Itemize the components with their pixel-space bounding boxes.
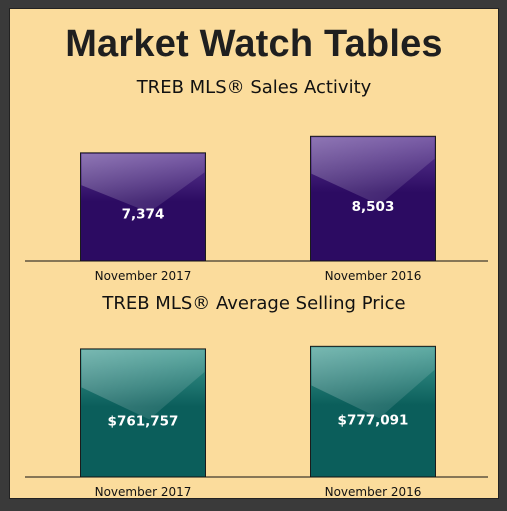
bar-highlight-1 (311, 137, 435, 205)
bar-highlight-1 (311, 347, 435, 419)
bar-value-label-1: $777,091 (338, 413, 409, 429)
category-label-0: November 2017 (95, 485, 192, 499)
category-label-0: November 2017 (95, 269, 192, 283)
bar-value-label-1: 8,503 (352, 199, 395, 215)
market-watch-panel: Market Watch Tables TREB MLS® Sales Acti… (9, 8, 499, 499)
bar-highlight-0 (81, 349, 205, 420)
bar-value-label-0: 7,374 (122, 206, 165, 222)
bar-highlight-0 (81, 153, 205, 213)
sales-activity-chart: 7,374 November 2017 8,503 November 2016 (25, 135, 488, 283)
sales-chart-title: TREB MLS® Sales Activity (136, 77, 372, 98)
bar-value-label-0: $761,757 (108, 414, 179, 430)
price-chart-title: TREB MLS® Average Selling Price (102, 293, 406, 314)
average-price-chart: $761,757 November 2017 $777,091 November 20… (25, 345, 488, 499)
page-title: Market Watch Tables (65, 23, 443, 65)
category-label-1: November 2016 (325, 269, 422, 283)
category-label-1: November 2016 (325, 485, 422, 499)
